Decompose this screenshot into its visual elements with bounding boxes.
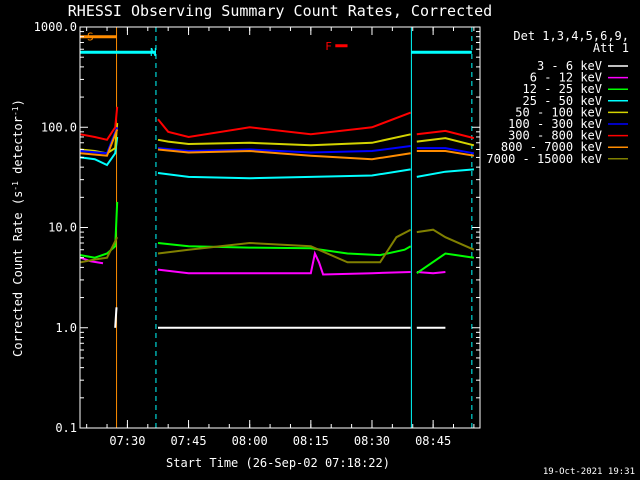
series-2-segment-2 [157,250,411,276]
series-9-segment-2 [157,228,412,264]
series-7-segment-1 [80,106,119,141]
x-tick-label: 08:45 [415,434,451,448]
y-tick-label: 0.1 [55,421,77,435]
series-3 [80,201,475,275]
series-8-segment-2 [157,148,411,161]
legend-label-1: 3 - 6 keV [537,59,602,73]
legend-label-9: 7000 - 15000 keV [486,152,602,166]
x-axis-label: Start Time (26-Sep-02 07:18:22) [166,456,390,470]
series-7-segment-2 [157,111,412,139]
series-8-segment-1 [80,129,119,157]
y-tick-label: 10.0 [48,221,77,235]
series-1 [114,307,446,329]
series-9-segment-1 [80,236,119,264]
x-tick-label: 07:30 [109,434,145,448]
series-1-segment-1 [114,307,118,328]
flag-label-f: F [325,40,332,53]
legend-label-8: 800 - 7000 keV [501,140,602,154]
x-tick-label: 07:45 [170,434,206,448]
series-7 [80,106,475,141]
legend-label-6: 100 - 300 keV [508,117,602,131]
y-tick-label: 100.0 [41,120,77,134]
series-4-segment-2 [157,168,411,180]
y-tick-label: 1000.0 [34,20,77,34]
series-5-segment-2 [157,133,411,147]
series-6-segment-2 [157,145,411,154]
chart-title: RHESSI Observing Summary Count Rates, Co… [68,2,492,20]
series-9-segment-3 [416,228,475,251]
legend-label-4: 25 - 50 keV [523,94,602,108]
series-3-segment-3 [416,252,475,275]
legend-label-3: 12 - 25 keV [523,82,602,96]
series-8-segment-3 [416,150,475,157]
legend-label-2: 6 - 12 keV [530,71,602,85]
x-tick-label: 08:30 [354,434,390,448]
legend-label-7: 300 - 800 keV [508,129,602,143]
x-tick-label: 08:15 [293,434,329,448]
x-tick-label: 08:00 [232,434,268,448]
y-axis-label: Corrected Count Rate (s-1 detector-1) [11,99,25,357]
series-4-segment-3 [416,168,474,178]
flag-label-s: S [87,31,94,44]
series-3-segment-2 [157,242,412,257]
series-6-segment-3 [416,147,475,155]
legend-label-5: 50 - 100 keV [515,105,602,119]
series-9 [80,228,475,264]
series-8 [80,129,475,161]
legend-header-line-1: Det 1,3,4,5,6,9, [513,29,629,43]
series-2-segment-3 [416,271,446,275]
footer-timestamp: 19-Oct-2021 19:31 [543,467,635,477]
legend-header-line-2: Att 1 [593,41,629,55]
series-3-segment-1 [80,201,119,259]
y-tick-label: 1.0 [55,321,77,335]
flag-label-n: N [150,46,157,59]
series-7-segment-3 [416,129,475,140]
series-5-segment-3 [416,137,475,147]
